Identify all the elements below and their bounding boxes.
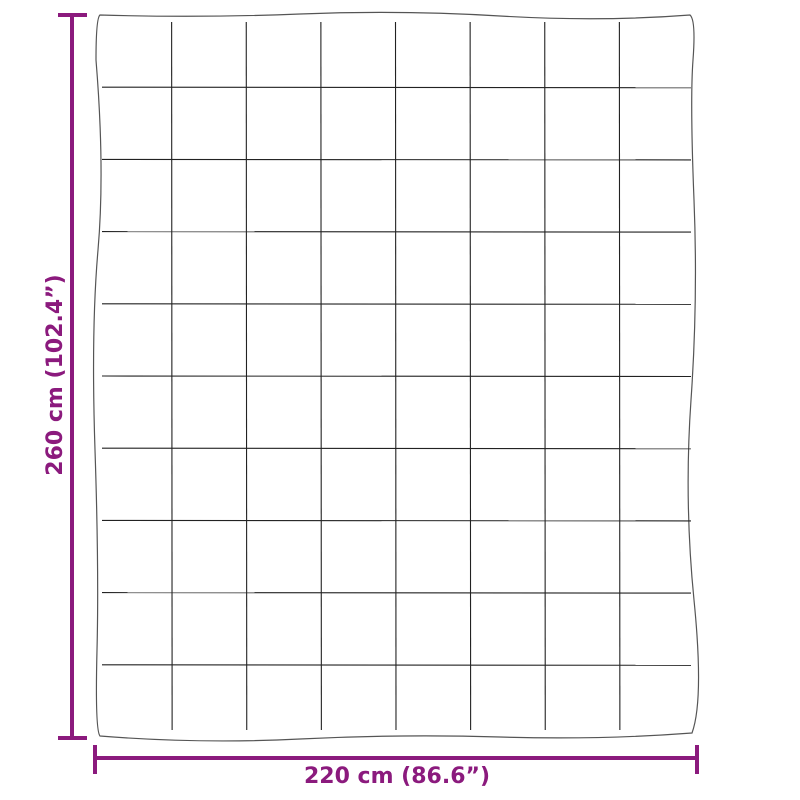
dimension-lines: 260 cm (102.4”) 220 cm (86.6”) bbox=[43, 13, 699, 789]
quilt-row-line bbox=[101, 303, 692, 305]
quilt-row-line bbox=[101, 86, 692, 89]
quilt-row-line bbox=[101, 664, 692, 666]
quilt-row-line bbox=[101, 158, 692, 161]
quilt-row-line bbox=[101, 375, 692, 378]
quilt-row-line bbox=[101, 231, 692, 233]
height-label: 260 cm (102.4”) bbox=[43, 274, 68, 475]
width-label: 220 cm (86.6”) bbox=[304, 764, 490, 789]
quilt-row-line bbox=[101, 592, 692, 594]
quilt-row-line bbox=[101, 447, 692, 450]
blanket-outline bbox=[92, 11, 700, 742]
quilt-grid bbox=[101, 21, 692, 731]
quilt-row-line bbox=[101, 519, 692, 522]
